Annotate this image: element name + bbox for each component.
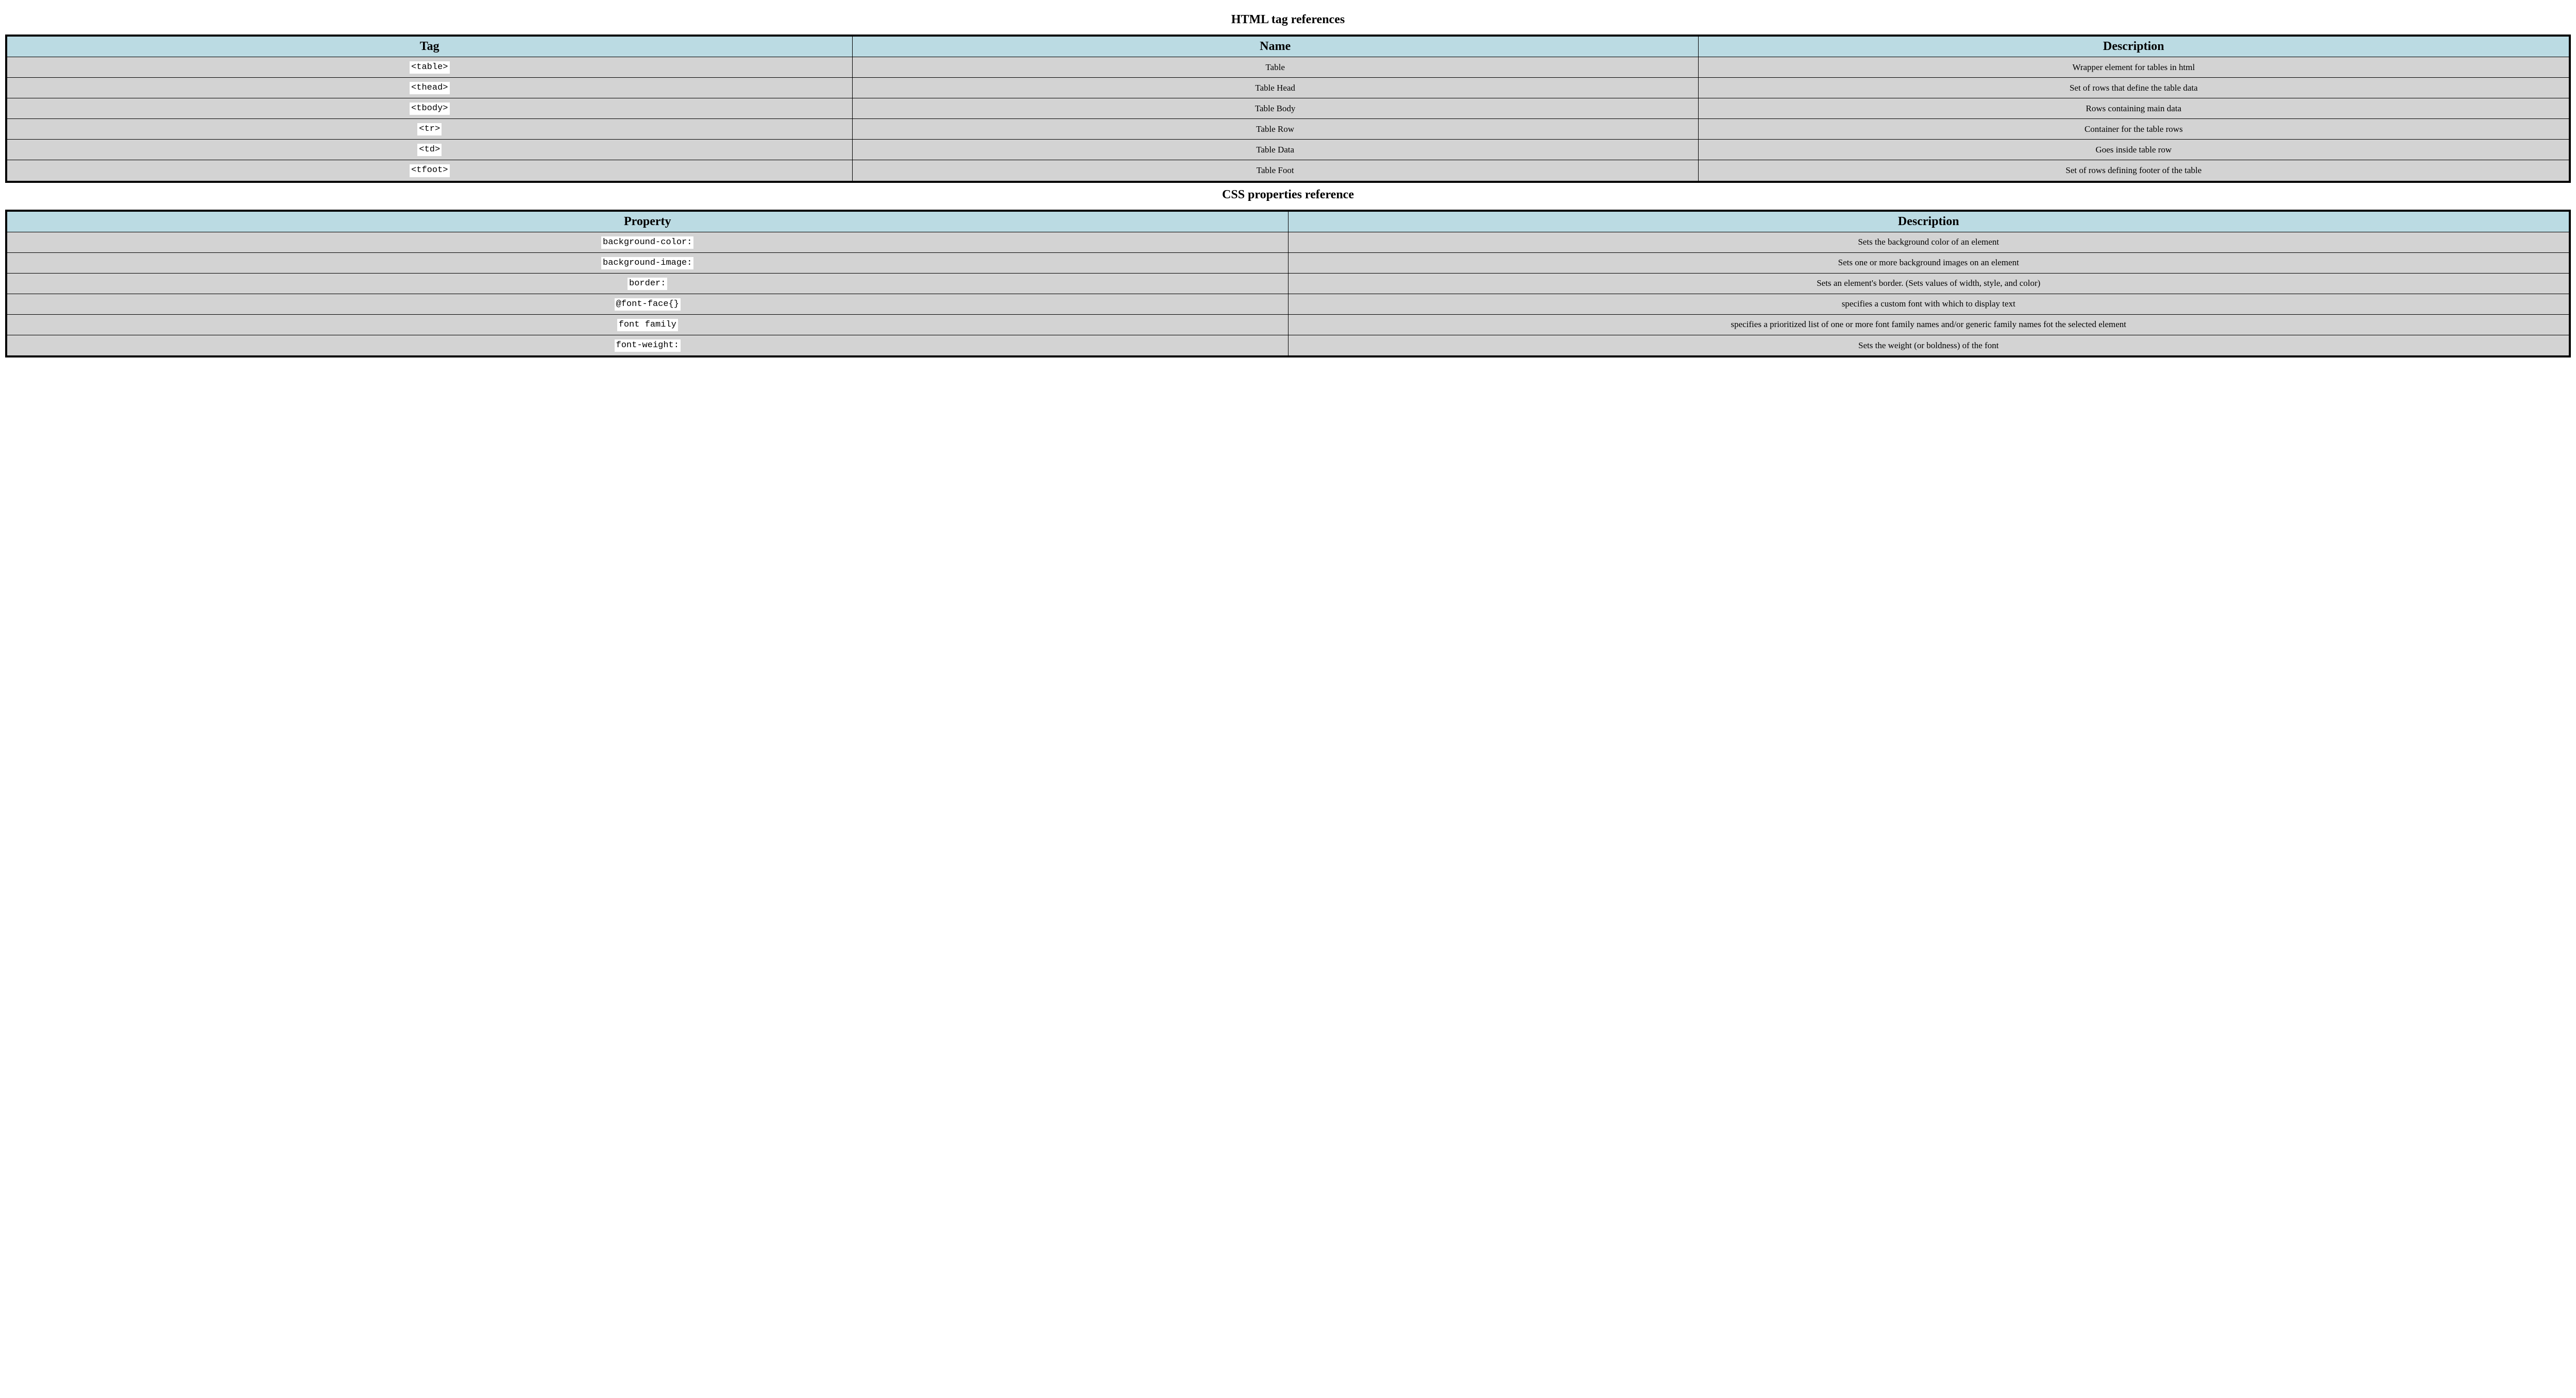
code-chip: <tfoot>: [410, 164, 449, 177]
cell-name: Table Data: [852, 140, 1698, 160]
code-chip: <table>: [410, 61, 449, 74]
cell-desc: Set of rows that define the table data: [1698, 78, 2570, 98]
cell-name: Table Head: [852, 78, 1698, 98]
col-header-tag: Tag: [6, 36, 852, 57]
table-row: <table> Table Wrapper element for tables…: [6, 57, 2570, 78]
code-chip: background-color:: [601, 236, 693, 249]
cell-desc: Container for the table rows: [1698, 119, 2570, 140]
table-row: <tr> Table Row Container for the table r…: [6, 119, 2570, 140]
cell-desc: Rows containing main data: [1698, 98, 2570, 119]
cell-desc: specifies a custom font with which to di…: [1288, 294, 2570, 314]
cell-name: Table Row: [852, 119, 1698, 140]
cell-tag: <table>: [6, 57, 852, 78]
table-row: <td> Table Data Goes inside table row: [6, 140, 2570, 160]
col-header-desc: Description: [1288, 211, 2570, 232]
css-properties-reference-table: Property Description background-color: S…: [5, 210, 2571, 358]
cell-tag: <tbody>: [6, 98, 852, 119]
cell-desc: Sets one or more background images on an…: [1288, 252, 2570, 273]
cell-tag: <thead>: [6, 78, 852, 98]
css-properties-reference-caption: CSS properties reference: [5, 188, 2571, 202]
table-row: font family specifies a prioritized list…: [6, 314, 2570, 335]
cell-desc: Wrapper element for tables in html: [1698, 57, 2570, 78]
cell-desc: Sets the weight (or boldness) of the fon…: [1288, 335, 2570, 357]
cell-property: background-color:: [6, 232, 1288, 252]
cell-tag: <td>: [6, 140, 852, 160]
table-row: <tfoot> Table Foot Set of rows defining …: [6, 160, 2570, 182]
col-header-property: Property: [6, 211, 1288, 232]
table-row: border: Sets an element's border. (Sets …: [6, 273, 2570, 294]
cell-name: Table Body: [852, 98, 1698, 119]
table-row: background-image: Sets one or more backg…: [6, 252, 2570, 273]
cell-name: Table: [852, 57, 1698, 78]
table-row: @font-face{} specifies a custom font wit…: [6, 294, 2570, 314]
table-row: <tbody> Table Body Rows containing main …: [6, 98, 2570, 119]
cell-desc: Goes inside table row: [1698, 140, 2570, 160]
cell-property: font family: [6, 314, 1288, 335]
table-header-row: Tag Name Description: [6, 36, 2570, 57]
table-row: background-color: Sets the background co…: [6, 232, 2570, 252]
cell-desc: Sets the background color of an element: [1288, 232, 2570, 252]
table-row: <thead> Table Head Set of rows that defi…: [6, 78, 2570, 98]
code-chip: <td>: [417, 144, 442, 156]
col-header-name: Name: [852, 36, 1698, 57]
html-tag-reference-table: Tag Name Description <table> Table Wrapp…: [5, 35, 2571, 183]
cell-desc: specifies a prioritized list of one or m…: [1288, 314, 2570, 335]
cell-property: background-image:: [6, 252, 1288, 273]
code-chip: <tr>: [417, 123, 442, 135]
code-chip: <tbody>: [410, 103, 449, 115]
table-row: font-weight: Sets the weight (or boldnes…: [6, 335, 2570, 357]
code-chip: @font-face{}: [615, 298, 681, 311]
code-chip: font-weight:: [615, 339, 681, 352]
cell-property: font-weight:: [6, 335, 1288, 357]
cell-property: @font-face{}: [6, 294, 1288, 314]
cell-tag: <tfoot>: [6, 160, 852, 182]
col-header-desc: Description: [1698, 36, 2570, 57]
code-chip: background-image:: [601, 257, 693, 269]
cell-tag: <tr>: [6, 119, 852, 140]
cell-desc: Sets an element's border. (Sets values o…: [1288, 273, 2570, 294]
code-chip: <thead>: [410, 82, 449, 94]
cell-desc: Set of rows defining footer of the table: [1698, 160, 2570, 182]
table-header-row: Property Description: [6, 211, 2570, 232]
code-chip: font family: [617, 319, 678, 331]
cell-property: border:: [6, 273, 1288, 294]
code-chip: border:: [628, 278, 667, 290]
html-tag-reference-caption: HTML tag references: [5, 13, 2571, 27]
cell-name: Table Foot: [852, 160, 1698, 182]
